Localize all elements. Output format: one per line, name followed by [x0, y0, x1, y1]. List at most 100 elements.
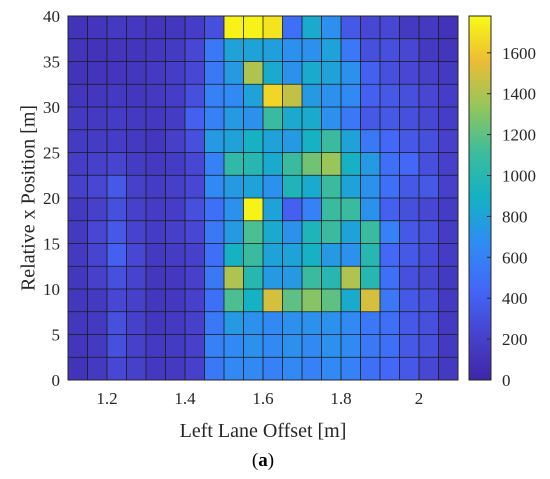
heatmap-cell — [360, 129, 381, 153]
heatmap-cell — [87, 38, 108, 62]
y-tick-label: 25 — [43, 144, 60, 163]
heatmap-cell — [419, 334, 439, 358]
heatmap-cell — [87, 129, 108, 153]
y-tick-label: 10 — [43, 280, 60, 299]
heatmap-cell — [204, 311, 225, 335]
heatmap-cell — [380, 16, 400, 40]
heatmap-cell — [204, 16, 225, 40]
heatmap-cell — [204, 198, 225, 222]
heatmap-cell — [243, 311, 264, 335]
heatmap-cell — [87, 220, 108, 244]
heatmap-cell — [107, 220, 127, 244]
heatmap-cell — [419, 129, 439, 153]
colorbar-tick-label: 1400 — [502, 85, 536, 104]
heatmap-cell — [399, 61, 420, 85]
heatmap-cell — [165, 357, 186, 381]
heatmap-cell — [419, 175, 439, 199]
heatmap-cell — [204, 107, 225, 131]
heatmap-cell — [380, 289, 400, 313]
heatmap-cell — [302, 129, 322, 153]
heatmap-cell — [438, 152, 459, 176]
heatmap-cell — [399, 357, 420, 381]
heatmap-cell — [341, 152, 361, 176]
heatmap-cell — [302, 152, 322, 176]
heatmap-cell — [87, 198, 108, 222]
caption-open-paren: ( — [252, 450, 258, 471]
heatmap-cell — [380, 357, 400, 381]
heatmap-cell — [438, 38, 459, 62]
heatmap-cell — [146, 129, 166, 153]
heatmap-cell — [107, 243, 127, 267]
heatmap-cell — [87, 357, 108, 381]
heatmap-cell — [107, 84, 127, 108]
heatmap-cell — [360, 61, 381, 85]
heatmap-cell — [185, 220, 205, 244]
heatmap-cell — [302, 334, 322, 358]
heatmap-cell — [243, 357, 264, 381]
heatmap-cell — [438, 289, 459, 313]
colorbar-tick-label: 0 — [502, 371, 511, 390]
heatmap-cell — [87, 152, 108, 176]
heatmap-cell — [68, 266, 88, 290]
heatmap-cell — [204, 84, 225, 108]
heatmap-cell — [146, 198, 166, 222]
heatmap-cell — [185, 334, 205, 358]
heatmap-cell — [204, 334, 225, 358]
heatmap-cell — [380, 152, 400, 176]
heatmap-cell — [282, 357, 303, 381]
heatmap-cell — [87, 266, 108, 290]
heatmap-cell — [360, 16, 381, 40]
heatmap-cell — [419, 16, 439, 40]
heatmap-cell — [321, 175, 342, 199]
heatmap-cell — [302, 198, 322, 222]
heatmap-cell — [419, 289, 439, 313]
heatmap-cell — [380, 334, 400, 358]
heatmap-cell — [360, 220, 381, 244]
heatmap-cell — [399, 16, 420, 40]
heatmap-cell — [380, 311, 400, 335]
heatmap-cell — [146, 16, 166, 40]
heatmap-cell — [68, 289, 88, 313]
heatmap-cell — [380, 84, 400, 108]
heatmap-cell — [360, 243, 381, 267]
heatmap-cell — [263, 61, 283, 85]
heatmap-cell — [185, 84, 205, 108]
heatmap-cell — [380, 198, 400, 222]
heatmap-cell — [302, 220, 322, 244]
heatmap-cell — [419, 107, 439, 131]
heatmap-cell — [380, 266, 400, 290]
heatmap-cell — [126, 129, 147, 153]
heatmap-cell — [185, 38, 205, 62]
heatmap-cell — [341, 38, 361, 62]
heatmap-cell — [419, 243, 439, 267]
heatmap-cell — [146, 311, 166, 335]
heatmap-cell — [243, 175, 264, 199]
heatmap-cell — [341, 220, 361, 244]
heatmap-cell — [360, 152, 381, 176]
heatmap-cell — [321, 334, 342, 358]
heatmap-cell — [360, 84, 381, 108]
heatmap-cell — [399, 198, 420, 222]
heatmap-cell — [224, 38, 244, 62]
heatmap-cell — [224, 129, 244, 153]
heatmap-cell — [380, 243, 400, 267]
heatmap-cell — [438, 357, 459, 381]
heatmap-cell — [165, 61, 186, 85]
heatmap-cell — [399, 311, 420, 335]
heatmap-cell — [107, 16, 127, 40]
heatmap-cell — [360, 289, 381, 313]
heatmap-cell — [399, 266, 420, 290]
heatmap-cell — [302, 289, 322, 313]
heatmap-cell — [126, 334, 147, 358]
heatmap-cell — [126, 175, 147, 199]
heatmap-cell — [146, 220, 166, 244]
y-tick-label: 15 — [43, 235, 60, 254]
heatmap-cell — [146, 61, 166, 85]
colorbar-tick-label: 600 — [502, 248, 528, 267]
figure-caption: (a) — [252, 450, 274, 471]
heatmap-cell — [321, 16, 342, 40]
heatmap-cell — [224, 84, 244, 108]
heatmap-cell — [146, 243, 166, 267]
heatmap-cell — [380, 107, 400, 131]
heatmap-cell — [146, 357, 166, 381]
